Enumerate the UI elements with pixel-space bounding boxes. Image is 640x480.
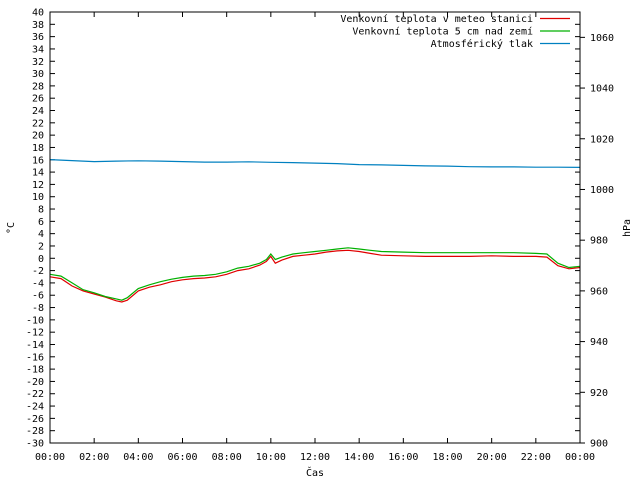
left-tick-label: 6	[38, 217, 44, 228]
x-tick-label: 20:00	[477, 452, 507, 463]
x-tick-label: 10:00	[256, 452, 286, 463]
left-tick-label: 22	[32, 118, 44, 129]
right-tick-label: 960	[590, 286, 608, 297]
right-tick-label: 980	[590, 236, 608, 247]
left-tick-label: 8	[38, 205, 44, 216]
x-tick-label: 22:00	[521, 452, 551, 463]
left-tick-label: -4	[32, 278, 44, 289]
x-tick-label: 04:00	[123, 452, 153, 463]
x-axis-label: Čas	[306, 466, 324, 479]
series-layer	[49, 159, 581, 303]
left-tick-label: 20	[32, 131, 44, 142]
left-tick-label: 18	[32, 143, 44, 154]
legend: Venkovní teplota v meteo staniciVenkovní…	[340, 13, 570, 50]
left-tick-label: -20	[26, 377, 44, 388]
series-line-2	[49, 159, 581, 168]
left-tick-label: -30	[26, 439, 44, 450]
left-tick-label: -6	[32, 291, 44, 302]
left-tick-label: 30	[32, 69, 44, 80]
x-tick-label: 02:00	[79, 452, 109, 463]
left-tick-label: 24	[32, 106, 44, 117]
left-tick-label: -18	[26, 365, 44, 376]
plot-frame	[49, 11, 581, 444]
right-tick-label: 1060	[590, 33, 614, 44]
left-tick-label: 34	[32, 44, 44, 55]
left-tick-label: 14	[32, 168, 44, 179]
x-tick-label: 18:00	[432, 452, 462, 463]
left-tick-label: -28	[26, 426, 44, 437]
right-tick-label: 920	[590, 388, 608, 399]
right-tick-label: 1040	[590, 84, 614, 95]
right-tick-label: 900	[590, 439, 608, 450]
legend-label-1: Venkovní teplota 5 cm nad zemí	[352, 26, 533, 38]
left-tick-label: 2	[38, 241, 44, 252]
left-tick-label: -12	[26, 328, 44, 339]
x-tick-label: 12:00	[300, 452, 330, 463]
left-tick-label: 38	[32, 20, 44, 31]
left-tick-label: 4	[38, 229, 44, 240]
left-tick-label: -10	[26, 315, 44, 326]
left-tick-label: -16	[26, 352, 44, 363]
right-tick-label: 1000	[590, 185, 614, 196]
x-tick-label: 16:00	[388, 452, 418, 463]
right-axis: 1060 1040 1020 1000 980 960 940 920 900	[580, 33, 614, 450]
legend-label-2: Atmosférický tlak	[431, 38, 533, 50]
left-axis: 4038363432302826242220181614121086420-2-…	[26, 8, 580, 450]
left-tick-label: 12	[32, 180, 44, 191]
x-tick-label: 08:00	[212, 452, 242, 463]
left-tick-label: -8	[32, 303, 44, 314]
x-tick-label: 00:00	[565, 452, 595, 463]
y-axis-label-left: °C	[6, 222, 17, 234]
left-tick-label: 0	[38, 254, 44, 265]
left-tick-label: 36	[32, 32, 44, 43]
x-tick-label: 00:00	[35, 452, 65, 463]
series-line-0	[49, 249, 581, 303]
y-axis-label-right: hPa	[622, 219, 633, 237]
legend-label-0: Venkovní teplota v meteo stanici	[340, 13, 533, 25]
series-line-1	[49, 247, 581, 301]
right-tick-label: 940	[590, 337, 608, 348]
left-tick-label: 16	[32, 155, 44, 166]
x-tick-label: 14:00	[344, 452, 374, 463]
left-tick-label: -14	[26, 340, 44, 351]
left-tick-label: 40	[32, 8, 44, 19]
right-tick-label: 1020	[590, 134, 614, 145]
left-tick-label: 28	[32, 81, 44, 92]
x-tick-label: 06:00	[167, 452, 197, 463]
left-tick-label: -22	[26, 389, 44, 400]
left-tick-label: -24	[26, 402, 44, 413]
left-tick-label: 26	[32, 94, 44, 105]
left-tick-label: 32	[32, 57, 44, 68]
left-tick-label: 10	[32, 192, 44, 203]
left-tick-label: -2	[32, 266, 44, 277]
left-tick-label: -26	[26, 414, 44, 425]
x-axis: 00:00 02:00 04:00 06:00 08:00 10:00 12:00 14:00…	[35, 12, 595, 463]
